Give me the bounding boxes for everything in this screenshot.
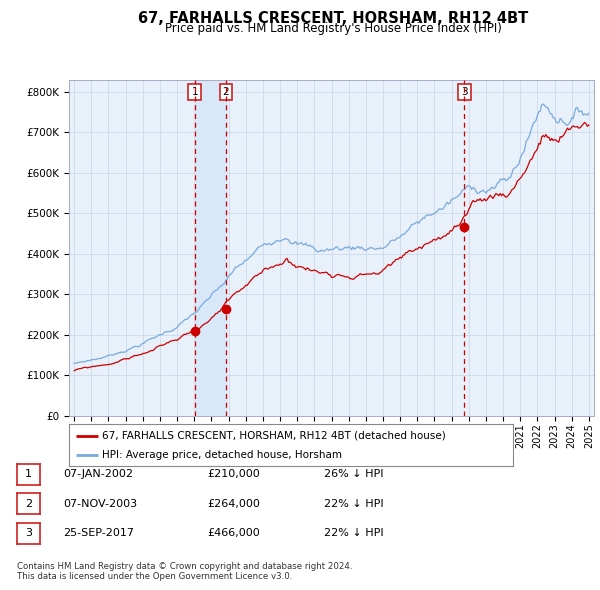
Text: £466,000: £466,000: [207, 529, 260, 538]
Text: 22% ↓ HPI: 22% ↓ HPI: [324, 529, 383, 538]
Text: 1: 1: [25, 470, 32, 479]
Bar: [195, 80, 226, 416]
Text: 67, FARHALLS CRESCENT, HORSHAM, RH12 4BT: 67, FARHALLS CRESCENT, HORSHAM, RH12 4BT: [138, 11, 528, 25]
Text: 07-NOV-2003: 07-NOV-2003: [63, 499, 137, 509]
Text: 26% ↓ HPI: 26% ↓ HPI: [324, 470, 383, 479]
Text: 67, FARHALLS CRESCENT, HORSHAM, RH12 4BT (detached house): 67, FARHALLS CRESCENT, HORSHAM, RH12 4BT…: [102, 431, 446, 441]
Text: 25-SEP-2017: 25-SEP-2017: [63, 529, 134, 538]
Text: 22% ↓ HPI: 22% ↓ HPI: [324, 499, 383, 509]
Text: £210,000: £210,000: [207, 470, 260, 479]
Text: 3: 3: [461, 87, 467, 97]
Text: £264,000: £264,000: [207, 499, 260, 509]
Text: 1: 1: [191, 87, 198, 97]
Text: Contains HM Land Registry data © Crown copyright and database right 2024.
This d: Contains HM Land Registry data © Crown c…: [17, 562, 352, 581]
Text: 3: 3: [25, 529, 32, 538]
Text: 2: 2: [223, 87, 229, 97]
Text: 07-JAN-2002: 07-JAN-2002: [63, 470, 133, 479]
Text: Price paid vs. HM Land Registry's House Price Index (HPI): Price paid vs. HM Land Registry's House …: [164, 22, 502, 35]
Text: 2: 2: [25, 499, 32, 509]
Text: HPI: Average price, detached house, Horsham: HPI: Average price, detached house, Hors…: [102, 451, 342, 460]
